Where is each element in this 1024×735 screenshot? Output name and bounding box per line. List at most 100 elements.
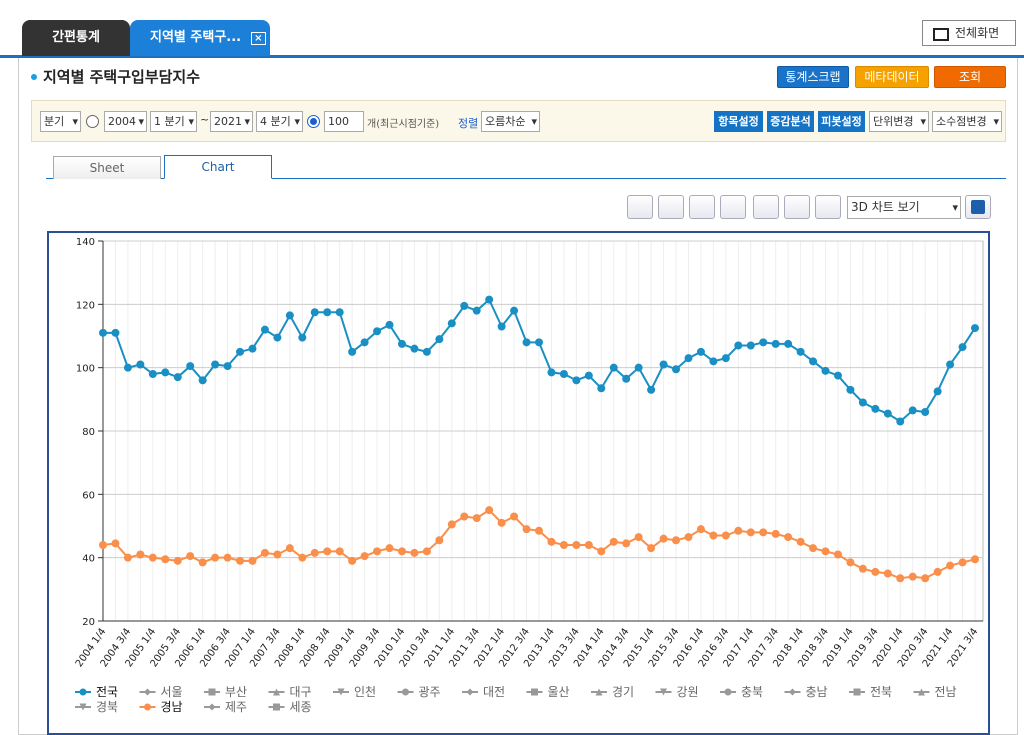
- start-year-select[interactable]: 2004: [104, 111, 147, 132]
- chart-icon[interactable]: [658, 195, 684, 219]
- point: [422, 347, 431, 356]
- chart-icon[interactable]: [720, 195, 746, 219]
- period-select[interactable]: 분기: [40, 111, 81, 132]
- point: [696, 525, 705, 534]
- point: [335, 547, 344, 556]
- point: [921, 408, 930, 416]
- tab[interactable]: 간편통계: [22, 20, 130, 56]
- save-icon[interactable]: [965, 195, 991, 219]
- legend-label: 서울: [161, 685, 183, 699]
- legend-label: 부산: [225, 685, 247, 699]
- marker: [789, 688, 796, 696]
- point: [771, 339, 780, 348]
- point: [721, 531, 730, 540]
- count-input[interactable]: 100: [324, 111, 364, 132]
- chart-icon[interactable]: [784, 195, 810, 219]
- point: [99, 541, 107, 549]
- start-quarter-select[interactable]: 1 분기: [150, 111, 197, 132]
- point: [809, 357, 818, 366]
- chart-icon[interactable]: [627, 195, 653, 219]
- point: [696, 347, 705, 356]
- point: [111, 539, 120, 548]
- point: [609, 537, 618, 546]
- marker: [595, 688, 603, 696]
- marker: [466, 688, 474, 696]
- point: [584, 371, 593, 380]
- scrap-button[interactable]: 통계스크랩: [777, 66, 849, 88]
- point: [248, 556, 257, 565]
- tool-button[interactable]: 항목설정: [714, 111, 763, 132]
- point: [672, 536, 681, 545]
- y-tick-label: 20: [82, 617, 95, 628]
- point: [435, 536, 444, 545]
- point: [933, 387, 942, 396]
- point: [809, 544, 818, 553]
- point: [460, 512, 469, 521]
- point: [385, 320, 394, 329]
- search-button[interactable]: 조회: [934, 66, 1006, 88]
- point: [597, 384, 606, 393]
- sort-select[interactable]: 오름차순: [481, 111, 540, 132]
- marker: [853, 688, 861, 696]
- point: [260, 548, 269, 557]
- point: [647, 544, 656, 553]
- point: [858, 398, 867, 407]
- end-year-select[interactable]: 2021: [210, 111, 253, 132]
- point: [896, 417, 905, 426]
- point: [510, 306, 519, 315]
- tool-button[interactable]: 피봇설정: [818, 111, 865, 132]
- point: [933, 567, 942, 576]
- marker: [531, 688, 538, 696]
- tab-active[interactable]: 지역별 주택구... ×: [130, 20, 270, 56]
- point: [908, 572, 917, 581]
- point: [385, 544, 394, 553]
- meta-button[interactable]: 메타데이터: [855, 66, 929, 88]
- chart-icon[interactable]: [753, 195, 779, 219]
- point: [833, 371, 842, 380]
- chart-tab[interactable]: Chart: [164, 155, 272, 179]
- y-tick-label: 100: [76, 364, 95, 375]
- chart-view-select[interactable]: 3D 차트 보기: [847, 196, 961, 219]
- point: [435, 335, 444, 344]
- point: [472, 306, 481, 315]
- point: [310, 548, 319, 557]
- legend-label: 인천: [354, 684, 376, 699]
- close-icon[interactable]: ×: [251, 32, 266, 45]
- point: [360, 338, 369, 347]
- point: [136, 550, 145, 559]
- point: [236, 347, 245, 356]
- point: [373, 547, 382, 556]
- point: [497, 322, 506, 331]
- point: [647, 385, 656, 394]
- unit-select[interactable]: 단위변경: [869, 111, 929, 132]
- point: [709, 531, 718, 540]
- marker: [273, 688, 280, 696]
- point: [659, 534, 668, 543]
- point: [535, 338, 543, 347]
- y-tick-label: 80: [82, 427, 95, 438]
- radio-selected[interactable]: [307, 115, 320, 128]
- end-quarter-select[interactable]: 4 분기: [256, 111, 303, 132]
- legend-label: 경북: [96, 700, 118, 714]
- point: [99, 328, 107, 337]
- point: [123, 363, 132, 372]
- point: [971, 324, 979, 333]
- marker: [144, 703, 151, 711]
- point: [958, 558, 967, 567]
- point: [447, 520, 456, 529]
- chart-icon[interactable]: [689, 195, 715, 219]
- point: [123, 553, 132, 562]
- decimal-select[interactable]: 소수점변경: [932, 111, 1002, 132]
- sheet-tab[interactable]: Sheet: [53, 156, 161, 179]
- point: [198, 558, 207, 567]
- marker: [918, 688, 925, 696]
- chart-icon[interactable]: [815, 195, 841, 219]
- point: [522, 338, 531, 347]
- tool-button[interactable]: 증감분석: [767, 111, 814, 132]
- point: [348, 556, 357, 565]
- point: [310, 308, 319, 317]
- point: [784, 339, 793, 348]
- point: [173, 556, 182, 565]
- radio[interactable]: [86, 115, 99, 128]
- fullscreen-button[interactable]: 전체화면: [922, 20, 1016, 46]
